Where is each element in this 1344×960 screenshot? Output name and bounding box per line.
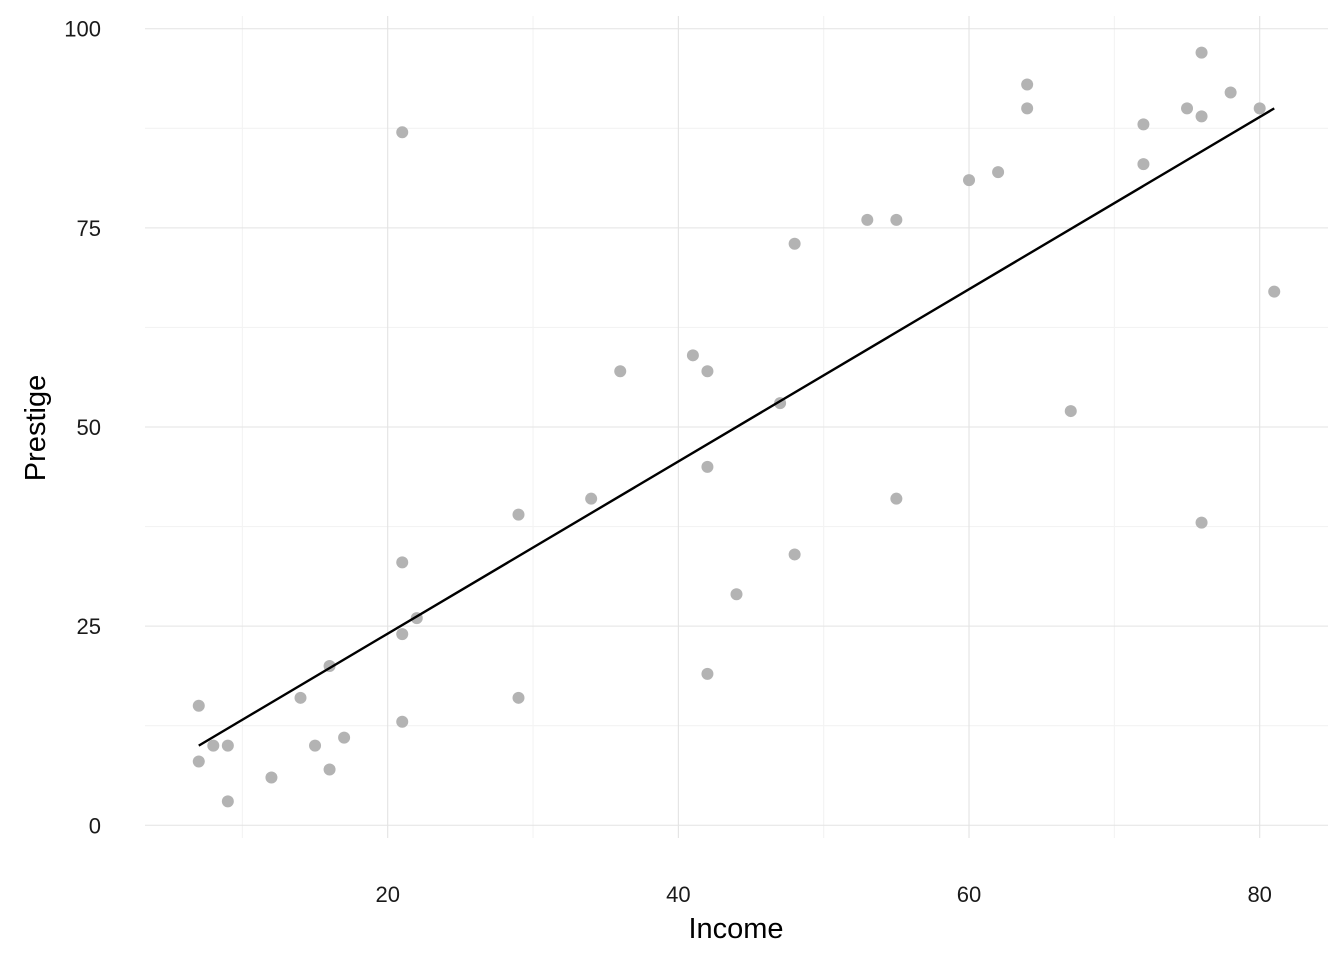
data-point <box>396 126 409 139</box>
data-point <box>1268 285 1281 298</box>
x-tick-label: 20 <box>375 882 399 907</box>
data-point <box>788 237 801 250</box>
data-point <box>701 667 714 680</box>
data-point <box>396 628 409 641</box>
data-point <box>963 174 976 187</box>
data-point <box>861 213 874 226</box>
data-point <box>890 492 903 505</box>
y-tick-label: 75 <box>77 216 101 241</box>
data-point <box>396 715 409 728</box>
data-point <box>265 771 278 784</box>
y-tick-label: 0 <box>89 813 101 838</box>
data-point <box>1195 110 1208 123</box>
data-point <box>192 699 205 712</box>
data-point <box>221 739 234 752</box>
data-point <box>1021 102 1034 115</box>
data-point <box>512 508 525 521</box>
data-point <box>890 213 903 226</box>
data-point <box>309 739 322 752</box>
data-point <box>1195 46 1208 59</box>
grid <box>145 16 1328 838</box>
data-point <box>207 739 220 752</box>
y-tick-label: 100 <box>64 17 101 42</box>
data-point <box>1064 405 1077 418</box>
y-axis-ticks: 0 25 50 75 100 <box>64 17 101 839</box>
data-points <box>192 46 1281 808</box>
x-tick-label: 60 <box>957 882 981 907</box>
regression-line-layer <box>198 107 1275 747</box>
x-tick-label: 80 <box>1247 882 1271 907</box>
regression-line <box>198 107 1275 747</box>
data-point <box>512 691 525 704</box>
data-point <box>192 755 205 768</box>
data-point <box>686 349 699 362</box>
data-point <box>323 763 336 776</box>
data-point <box>614 365 627 378</box>
x-tick-label: 40 <box>666 882 690 907</box>
y-tick-label: 25 <box>77 614 101 639</box>
data-point <box>1195 516 1208 529</box>
data-point <box>338 731 351 744</box>
data-point <box>730 588 743 601</box>
x-axis-title: Income <box>688 913 783 945</box>
data-point <box>992 166 1005 179</box>
data-point <box>1253 102 1266 115</box>
y-axis-title: Prestige <box>20 375 52 481</box>
data-point <box>788 548 801 561</box>
data-point <box>701 460 714 473</box>
data-point <box>396 556 409 569</box>
y-tick-label: 50 <box>77 415 101 440</box>
data-point <box>585 492 598 505</box>
data-point <box>1224 86 1237 99</box>
data-point <box>1137 118 1150 131</box>
data-point <box>1181 102 1194 115</box>
data-point <box>221 795 234 808</box>
data-point <box>294 691 307 704</box>
x-axis-ticks: 20 40 60 80 <box>375 882 1271 907</box>
data-point <box>701 365 714 378</box>
data-point <box>1021 78 1034 91</box>
data-point <box>1137 158 1150 171</box>
